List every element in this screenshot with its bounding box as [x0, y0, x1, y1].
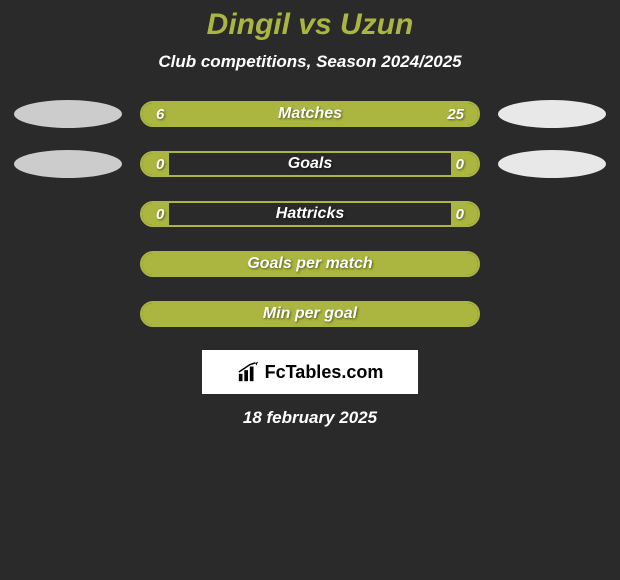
stat-label: Min per goal	[263, 305, 357, 323]
stat-bar: Goals per match	[140, 251, 480, 277]
stat-bar: Min per goal	[140, 301, 480, 327]
stat-row: 0 0 Goals	[0, 150, 620, 178]
player-right-marker	[498, 100, 606, 128]
player-left-marker	[14, 150, 122, 178]
chart-icon	[237, 361, 259, 383]
bars-region: 6 25 Matches 0 0 Goals 0 0 Hattricks Goals per ma…	[0, 100, 620, 328]
stat-row: 6 25 Matches	[0, 100, 620, 128]
brand-text: FcTables.com	[265, 362, 384, 383]
brand-badge: FcTables.com	[202, 350, 418, 394]
stat-bar: 6 25 Matches	[140, 101, 480, 127]
comparison-infographic: Dingil vs Uzun Club competitions, Season…	[0, 0, 620, 428]
stat-value-left: 6	[156, 106, 164, 123]
stat-value-right: 0	[456, 156, 464, 173]
stat-value-left: 0	[156, 156, 164, 173]
stat-bar: 0 0 Goals	[140, 151, 480, 177]
stat-row: Goals per match	[0, 250, 620, 278]
stat-value-right: 0	[456, 206, 464, 223]
stat-label: Goals per match	[247, 255, 372, 273]
player-right-marker	[498, 150, 606, 178]
page-title: Dingil vs Uzun	[0, 8, 620, 42]
bar-fill-left	[142, 103, 202, 125]
stat-row: 0 0 Hattricks	[0, 200, 620, 228]
stat-bar: 0 0 Hattricks	[140, 201, 480, 227]
stat-label: Hattricks	[276, 205, 344, 223]
stat-value-right: 25	[447, 106, 464, 123]
subtitle: Club competitions, Season 2024/2025	[0, 52, 620, 72]
date-label: 18 february 2025	[0, 408, 620, 428]
stat-row: Min per goal	[0, 300, 620, 328]
stat-value-left: 0	[156, 206, 164, 223]
stat-label: Matches	[278, 105, 342, 123]
player-left-marker	[14, 100, 122, 128]
stat-label: Goals	[288, 155, 332, 173]
